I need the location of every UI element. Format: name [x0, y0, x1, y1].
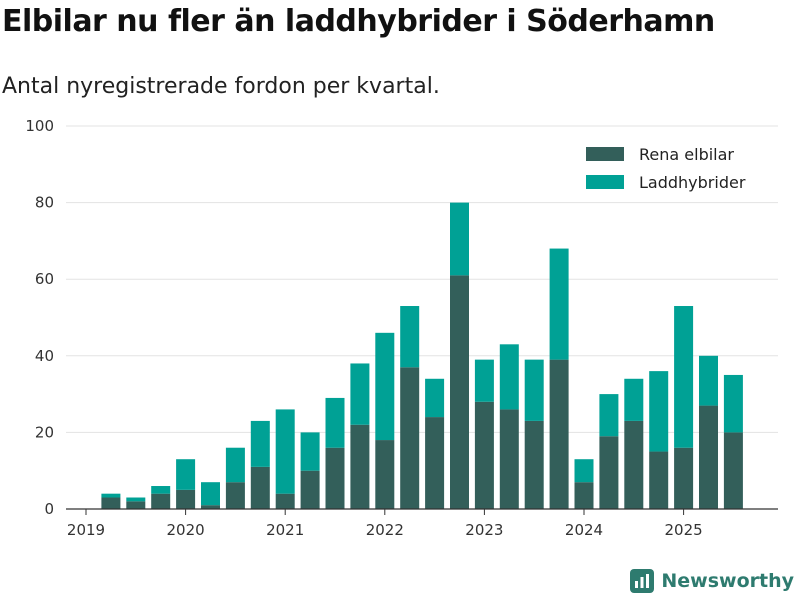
bar-laddhybrider	[176, 459, 196, 490]
bar-laddhybrider	[524, 359, 544, 421]
bar-laddhybrider	[151, 486, 171, 494]
bar-laddhybrider	[400, 306, 420, 368]
bar-laddhybrider	[201, 482, 220, 506]
legend: Rena elbilar Laddhybrider	[586, 145, 746, 192]
bar-laddhybrider	[574, 459, 594, 483]
chart-title: Elbilar nu fler än laddhybrider i Söderh…	[2, 4, 715, 39]
bar-laddhybrider	[649, 371, 669, 452]
bars	[101, 202, 743, 509]
bar-laddhybrider	[325, 397, 345, 448]
bar-laddhybrider	[450, 202, 469, 276]
y-tick-label: 40	[35, 347, 54, 365]
bar-rena-elbilar	[176, 489, 196, 509]
bar-rena-elbilar	[474, 401, 494, 509]
legend-label-laddhybrider: Laddhybrider	[639, 173, 746, 192]
axes: 0 20 40 60 80 100 2019 2020 2021 2022 2023 2024 2025	[25, 117, 778, 539]
y-tick-label: 80	[35, 194, 54, 212]
chart-subtitle: Antal nyregistrerade fordon per kvartal.	[2, 74, 440, 99]
y-tick-label: 0	[44, 500, 54, 518]
bar-rena-elbilar	[549, 359, 569, 509]
x-tick-label: 2021	[266, 521, 304, 539]
newsworthy-logo-icon	[630, 569, 655, 593]
bar-rena-elbilar	[723, 432, 743, 509]
x-tick-label: 2025	[665, 521, 703, 539]
y-tick-label: 20	[35, 423, 54, 441]
y-tick-label: 100	[25, 117, 54, 135]
bar-rena-elbilar	[151, 493, 171, 509]
bar-rena-elbilar	[201, 505, 220, 509]
legend-swatch-rena-elbilar	[586, 147, 624, 161]
bar-laddhybrider	[126, 497, 146, 502]
bar-rena-elbilar	[325, 447, 345, 509]
bar-laddhybrider	[599, 394, 619, 437]
brand-logo: Newsworthy	[629, 568, 794, 594]
bar-rena-elbilar	[350, 424, 370, 509]
bar-rena-elbilar	[574, 482, 594, 509]
bar-rena-elbilar	[450, 275, 469, 509]
brand-name: Newsworthy	[661, 570, 794, 592]
bar-rena-elbilar	[699, 405, 718, 509]
bar-laddhybrider	[624, 378, 644, 421]
legend-swatch-laddhybrider	[586, 175, 624, 189]
bar-rena-elbilar	[101, 497, 121, 509]
bar-rena-elbilar	[649, 451, 669, 509]
bar-rena-elbilar	[400, 367, 420, 509]
bar-laddhybrider	[300, 432, 320, 471]
bar-rena-elbilar	[225, 482, 245, 509]
bar-rena-elbilar	[250, 466, 270, 509]
x-tick-label: 2023	[465, 521, 503, 539]
x-tick-label: 2019	[67, 521, 105, 539]
bar-rena-elbilar	[499, 409, 519, 509]
x-tick-label: 2020	[167, 521, 205, 539]
y-tick-label: 60	[35, 270, 54, 288]
bar-rena-elbilar	[126, 501, 146, 509]
bar-rena-elbilar	[674, 447, 694, 509]
bar-laddhybrider	[499, 344, 519, 410]
legend-label-rena-elbilar: Rena elbilar	[639, 145, 734, 164]
bar-rena-elbilar	[425, 417, 445, 509]
bar-rena-elbilar	[300, 470, 320, 509]
gridlines	[66, 125, 778, 433]
bar-rena-elbilar	[375, 440, 395, 509]
bar-rena-elbilar	[624, 420, 644, 509]
bar-laddhybrider	[474, 359, 494, 402]
bar-laddhybrider	[723, 374, 743, 433]
bar-laddhybrider	[549, 248, 569, 360]
bar-laddhybrider	[101, 493, 121, 498]
bar-laddhybrider	[275, 409, 295, 494]
bar-laddhybrider	[350, 363, 370, 425]
bar-rena-elbilar	[524, 420, 544, 509]
bar-laddhybrider	[425, 378, 445, 418]
bar-laddhybrider	[375, 332, 395, 441]
x-tick-label: 2024	[565, 521, 603, 539]
bar-rena-elbilar	[275, 493, 295, 509]
bar-laddhybrider	[225, 447, 245, 483]
bar-laddhybrider	[699, 355, 718, 406]
bar-laddhybrider	[250, 420, 270, 467]
bar-laddhybrider	[674, 306, 694, 448]
bar-rena-elbilar	[599, 436, 619, 509]
x-tick-label: 2022	[366, 521, 404, 539]
